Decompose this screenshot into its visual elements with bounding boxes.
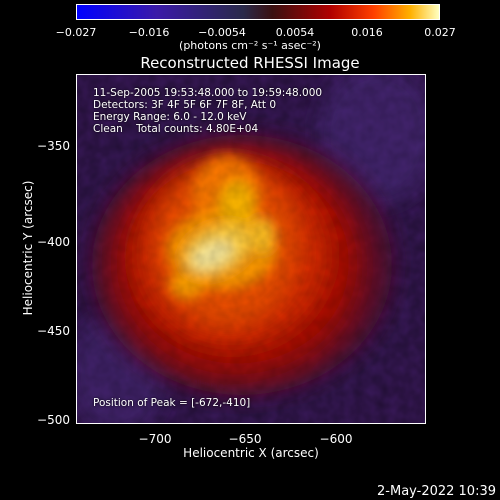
colorbar-tick: 0.016 (351, 26, 383, 39)
x-tick-label: −700 (138, 432, 172, 446)
render-date: 2-May-2022 10:39 (377, 484, 496, 499)
x-tick-label: −650 (228, 432, 262, 446)
y-tick-label: −500 (37, 413, 70, 427)
colorbar (76, 4, 440, 20)
solar-image (77, 75, 425, 423)
y-tick-label: −450 (37, 324, 70, 338)
annotation-clean-counts: Clean Total counts: 4.80E+04 (93, 123, 259, 135)
y-tick-label: −400 (37, 235, 70, 249)
x-tick-label: −600 (319, 432, 353, 446)
y-tick-label: −350 (37, 139, 70, 153)
annotation-detectors: Detectors: 3F 4F 5F 6F 7F 8F, Att 0 (93, 99, 277, 111)
colorbar-tick: 0.027 (424, 26, 456, 39)
colorbar-tick: −0.027 (55, 26, 97, 39)
x-axis-label: Heliocentric X (arcsec) (183, 446, 319, 460)
y-axis-label: Heliocentric Y (arcsec) (21, 180, 35, 316)
solar-image-plot (76, 74, 426, 424)
colorbar-tick: −0.0054 (198, 26, 246, 39)
image-title: Reconstructed RHESSI Image (140, 54, 360, 72)
colorbar-tick: 0.0054 (275, 26, 315, 39)
colorbar-tick: −0.016 (128, 26, 170, 39)
annotation-energy-range: Energy Range: 6.0 - 12.0 keV (93, 111, 247, 123)
annotation-peak-position: Position of Peak = [-672,-410] (93, 397, 251, 409)
annotation-time-range: 11-Sep-2005 19:53:48.000 to 19:59:48.000 (93, 87, 323, 99)
colorbar-units: (photons cm⁻² s⁻¹ asec⁻²) (179, 39, 321, 52)
